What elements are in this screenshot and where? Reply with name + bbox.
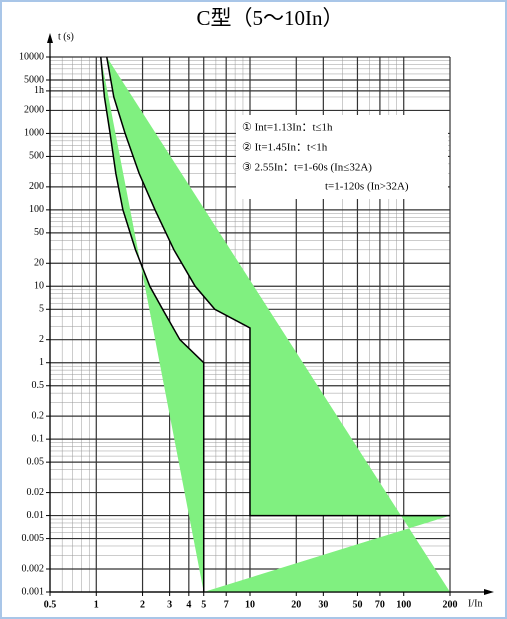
x-tick-label: 50: [352, 599, 362, 610]
y-tick-label: 5000: [24, 74, 44, 85]
y-tick-label: 0.01: [27, 510, 45, 521]
x-tick-label: 70: [375, 599, 385, 610]
y-tick-label: 0.002: [22, 563, 45, 574]
annotation: ③ 2.55In：t=1-60s (In≤32A): [242, 162, 372, 174]
y-tick-label: 1h: [34, 85, 44, 96]
y-tick-label: 100: [29, 204, 44, 215]
y-tick-label: 0.02: [27, 487, 45, 498]
band-fill: [100, 57, 450, 592]
x-tick-label: 7: [224, 599, 229, 610]
y-tick-label: 0.1: [32, 433, 45, 444]
annotation: t=1-120s (In>32A): [325, 181, 409, 193]
x-tick-label: 20: [291, 599, 301, 610]
x-tick-label: 10: [245, 599, 255, 610]
x-tick-label: 30: [318, 599, 328, 610]
annotation: ② It=1.45In：t<1h: [242, 142, 328, 154]
y-tick-label: 10: [34, 281, 44, 292]
y-tick-label: 5: [39, 304, 44, 315]
y-tick-label: 2000: [24, 105, 44, 116]
x-axis-label: I/In: [468, 598, 482, 609]
x-arrow: [484, 589, 494, 595]
y-tick-label: 200: [29, 181, 44, 192]
y-tick-label: 500: [29, 151, 44, 162]
x-tick-label: 0.5: [44, 599, 57, 610]
x-tick-label: 1: [94, 599, 99, 610]
x-tick-label: 4: [186, 599, 191, 610]
y-tick-label: 0.001: [22, 586, 45, 597]
chart-title: C型（5～10In）: [197, 6, 344, 30]
y-tick-label: 20: [34, 258, 44, 269]
x-tick-label: 3: [167, 599, 172, 610]
band-edge: [106, 56, 450, 517]
x-tick-label: 100: [396, 599, 411, 610]
y-tick-label: 0.5: [32, 380, 45, 391]
y-tick-label: 0.2: [32, 410, 45, 421]
band-edge: [100, 56, 205, 592]
y-tick-label: 10000: [19, 51, 44, 62]
x-tick-label: 200: [443, 599, 458, 610]
y-tick-label: 0.005: [22, 533, 45, 544]
y-axis-label: t (s): [58, 31, 74, 42]
y-tick-label: 2: [39, 334, 44, 345]
y-tick-label: 1: [39, 357, 44, 368]
x-tick-label: 5: [201, 599, 206, 610]
y-tick-label: 0.05: [27, 456, 45, 467]
annotation-box: [236, 115, 448, 199]
y-tick-label: 1000: [24, 128, 44, 139]
y-tick-label: 50: [34, 227, 44, 238]
annotation: ① Int=1.13In：t≤1h: [242, 122, 333, 134]
x-tick-label: 2: [140, 599, 145, 610]
y-arrow: [47, 33, 53, 43]
